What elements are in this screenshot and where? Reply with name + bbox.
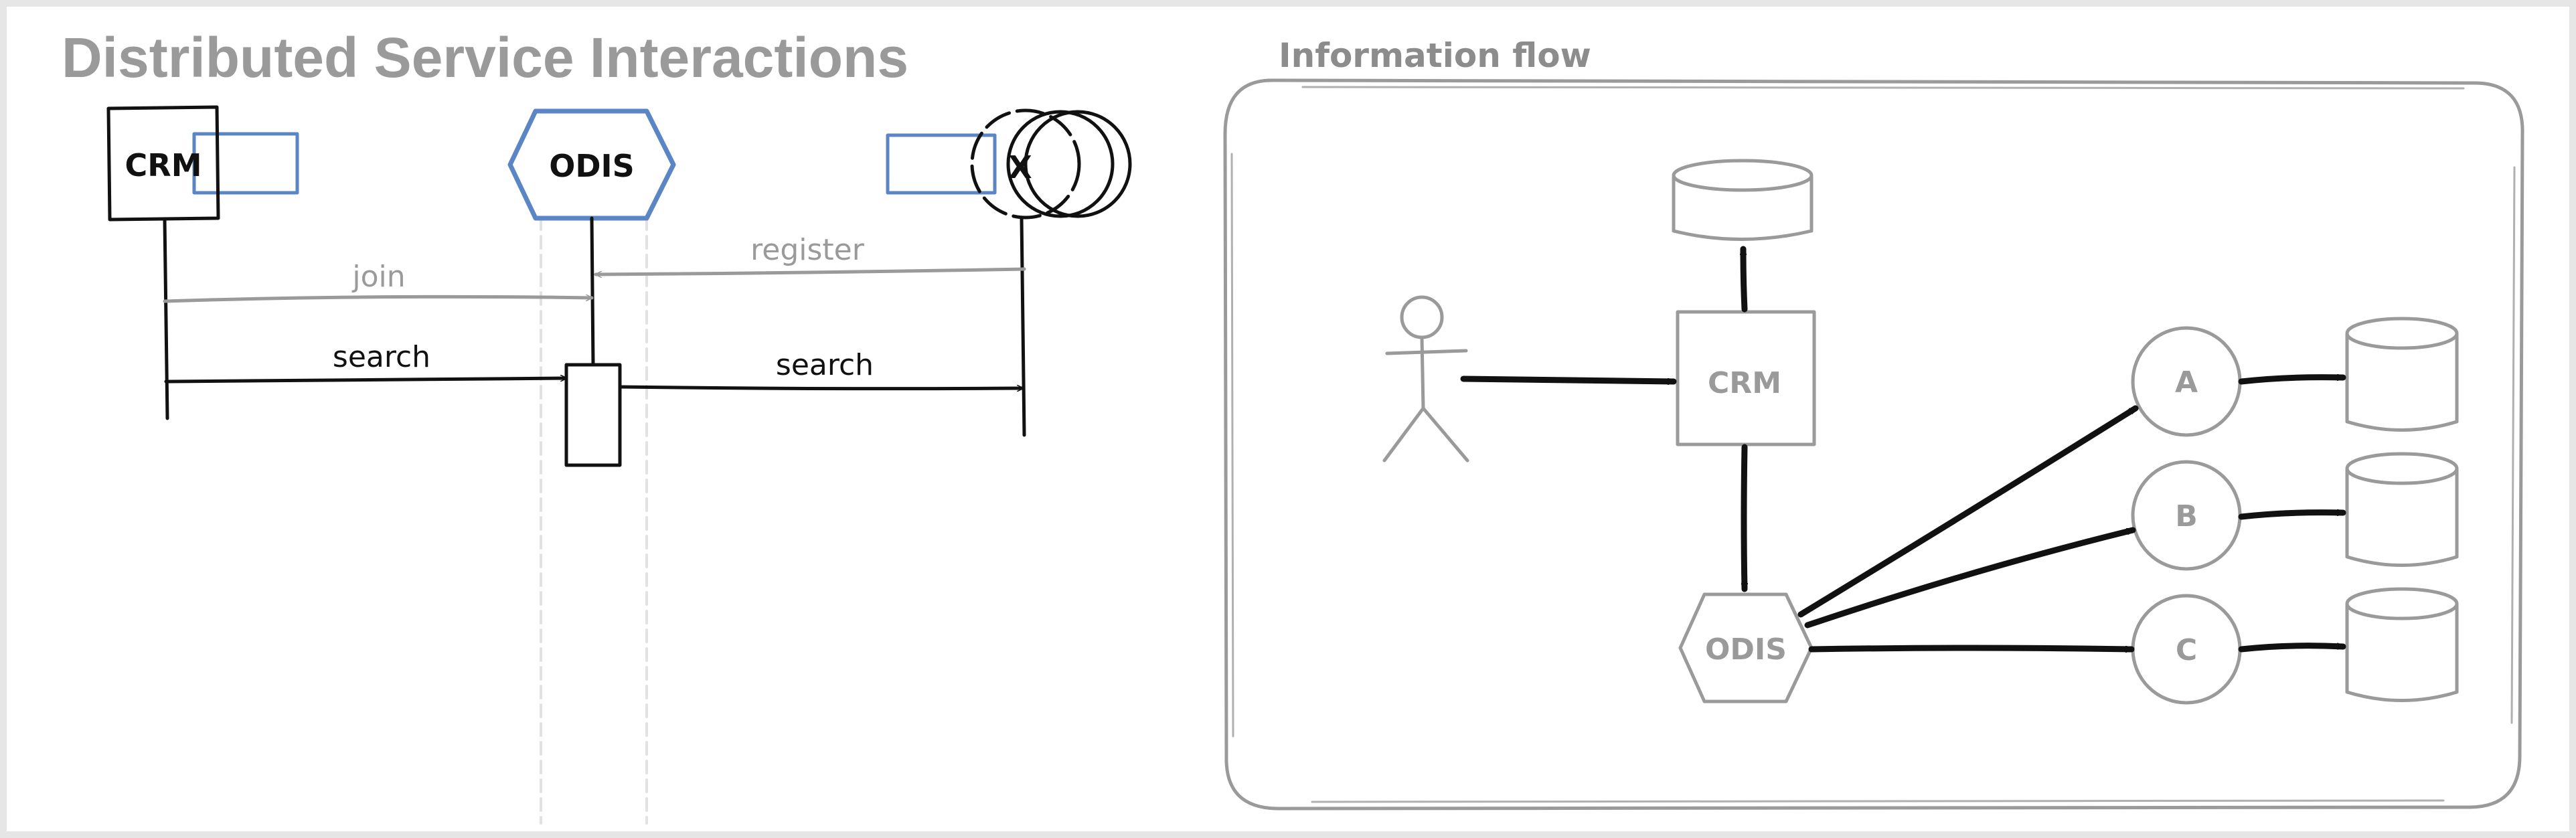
- join-label: join: [351, 260, 405, 294]
- participant-service-x: X: [886, 108, 1132, 437]
- service-stack-back: [1024, 110, 1132, 218]
- service-extension-box: [886, 133, 997, 195]
- information-flow-diagram: Information flow CRM ODIS: [1223, 36, 2524, 811]
- crm-database-icon: [1672, 159, 1814, 241]
- message-join: join: [163, 260, 594, 303]
- flow-a-label: A: [2175, 365, 2198, 400]
- flow-crm-label: CRM: [1708, 366, 1781, 400]
- arrow-crm-odis: [1741, 444, 1745, 592]
- arrow-odis-a: [1797, 405, 2139, 618]
- arrow-crm-database: [1743, 246, 1748, 313]
- service-x-label: X: [1008, 149, 1032, 185]
- arrow-odis-c: [1808, 645, 2135, 649]
- flow-container: [1223, 78, 2524, 811]
- odis-hexagon: [507, 108, 676, 221]
- arrow-a-database: [2238, 378, 2346, 385]
- flow-container-sketch: [1230, 86, 2516, 803]
- flow-node-c: C: [2131, 594, 2242, 705]
- message-search-odis-service: search: [618, 348, 1025, 389]
- crm-lifeline: [163, 218, 169, 420]
- search-label-1: search: [333, 340, 430, 374]
- message-register: register: [594, 233, 1026, 274]
- service-lifeline: [1020, 216, 1026, 437]
- crm-extension-box: [192, 132, 299, 195]
- participant-odis: ODIS: [507, 108, 676, 467]
- database-c-icon: [2345, 587, 2459, 702]
- flow-node-a: A: [2131, 326, 2242, 437]
- database-b-icon: [2345, 452, 2459, 567]
- register-label: register: [750, 233, 865, 267]
- odis-activation-bar: [564, 363, 622, 467]
- flow-b-label: B: [2175, 499, 2198, 533]
- flow-odis-label: ODIS: [1705, 633, 1787, 667]
- crm-box: [106, 105, 220, 222]
- crm-label: CRM: [125, 147, 202, 183]
- service-circle: [970, 108, 1081, 220]
- arrow-user-crm: [1460, 375, 1677, 382]
- participant-crm: CRM: [106, 105, 299, 420]
- odis-lifeline: [590, 216, 595, 367]
- service-stack-middle: [1006, 110, 1115, 218]
- search-label-2: search: [776, 348, 874, 382]
- flow-node-odis: ODIS: [1678, 592, 1814, 703]
- sequence-diagram: Distributed Service Interactions CRM ODI…: [62, 26, 1132, 825]
- sequence-title: Distributed Service Interactions: [62, 26, 908, 89]
- flow-node-crm: CRM: [1676, 310, 1816, 446]
- arrow-odis-b: [1804, 527, 2136, 628]
- arrow-b-database: [2238, 513, 2346, 520]
- database-a-icon: [2345, 317, 2459, 432]
- user-actor-icon: [1382, 295, 1469, 463]
- flow-c-label: C: [2176, 633, 2197, 667]
- arrow-c-database: [2238, 643, 2346, 653]
- information-flow-title: Information flow: [1279, 36, 1591, 75]
- message-search-crm-odis: search: [164, 340, 568, 384]
- flow-node-b: B: [2131, 460, 2242, 571]
- odis-label: ODIS: [549, 148, 635, 184]
